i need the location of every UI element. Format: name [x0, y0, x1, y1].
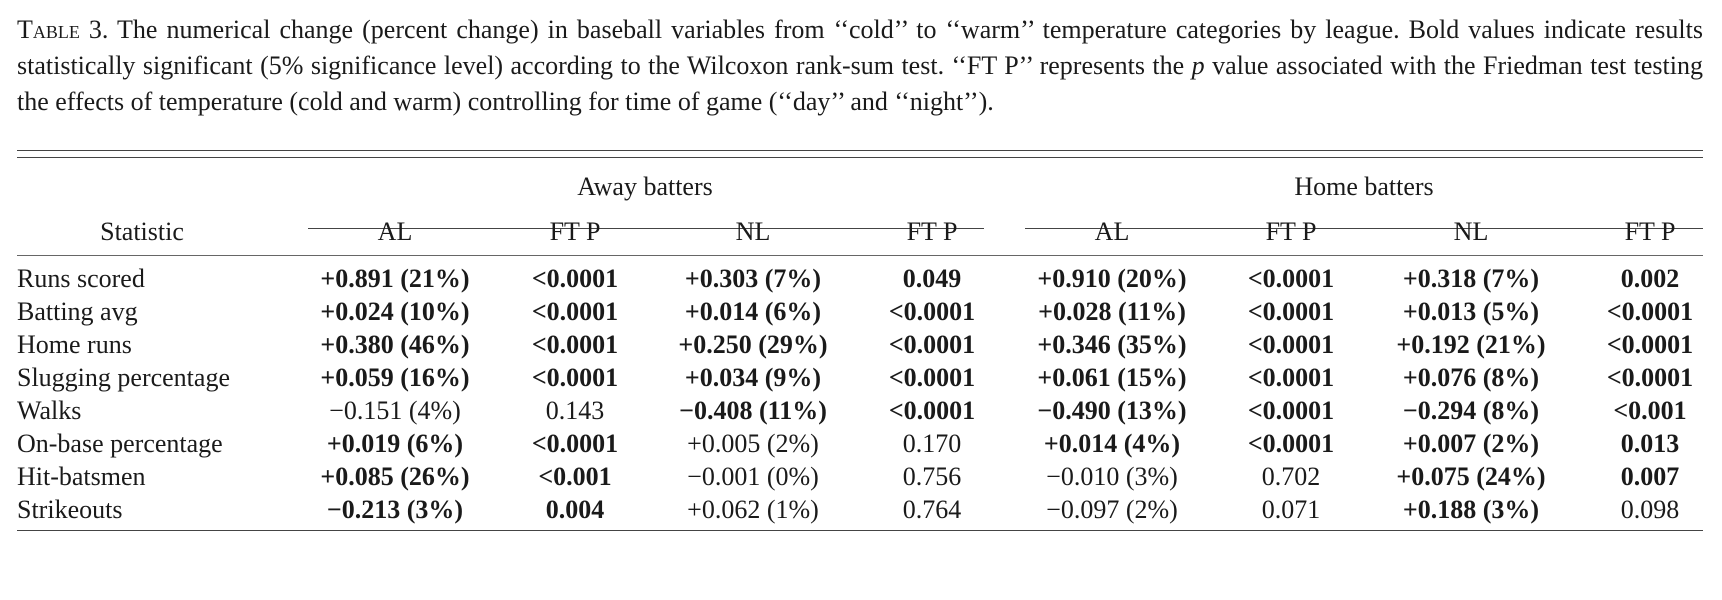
table-cell: −0.010 (3%) [1046, 462, 1178, 491]
row-statistic-label: Runs scored [17, 264, 145, 293]
table-cell: 0.071 [1261, 495, 1321, 524]
table-cell: −0.213 (3%) [326, 495, 464, 524]
header-rule [17, 255, 1703, 256]
table-cell: +0.014 (4%) [1043, 429, 1181, 458]
table-cell: <0.0001 [1606, 330, 1694, 359]
table-cell: <0.0001 [531, 264, 619, 293]
table-cell: 0.702 [1261, 462, 1321, 491]
table-cell: <0.0001 [531, 429, 619, 458]
table-cell: +0.075 (24%) [1396, 462, 1546, 491]
column-header: FT P [549, 217, 601, 246]
group-header-home: Home batters [1294, 172, 1434, 201]
table-cell: +0.062 (1%) [687, 495, 819, 524]
table-cell: +0.318 (7%) [1402, 264, 1540, 293]
table-cell: 0.002 [1620, 264, 1680, 293]
table-cell: +0.034 (9%) [684, 363, 822, 392]
column-header: AL [377, 217, 413, 246]
group-header-away: Away batters [577, 172, 713, 201]
table-cell: <0.0001 [888, 330, 976, 359]
caption-p-symbol: p [1191, 51, 1205, 80]
home-group-rule [1025, 228, 1703, 229]
table-cell: +0.059 (16%) [320, 363, 470, 392]
table-cell: <0.0001 [1247, 264, 1335, 293]
table-cell: +0.007 (2%) [1402, 429, 1540, 458]
table-cell: −0.001 (0%) [687, 462, 819, 491]
table-cell: +0.346 (35%) [1037, 330, 1187, 359]
table-cell: +0.192 (21%) [1396, 330, 1546, 359]
column-header: FT P [1624, 217, 1676, 246]
table-cell: <0.0001 [1247, 297, 1335, 326]
table-cell: +0.380 (46%) [320, 330, 470, 359]
table-cell: 0.764 [902, 495, 962, 524]
row-statistic-label: On-base percentage [17, 429, 223, 458]
table-cell: 0.007 [1620, 462, 1680, 491]
table-cell: <0.001 [538, 462, 612, 491]
column-header: AL [1094, 217, 1130, 246]
row-statistic-label: Home runs [17, 330, 132, 359]
table-cell: 0.170 [902, 429, 962, 458]
row-statistic-label: Slugging percentage [17, 363, 230, 392]
table-cell: <0.0001 [1606, 363, 1694, 392]
table-cell: −0.097 (2%) [1046, 495, 1178, 524]
table-cell: <0.0001 [1247, 396, 1335, 425]
table-cell: +0.303 (7%) [684, 264, 822, 293]
table-cell: −0.490 (13%) [1037, 396, 1187, 425]
top-rule-upper [17, 150, 1703, 151]
table-cell: <0.0001 [1247, 429, 1335, 458]
top-rule-lower [17, 157, 1703, 158]
table-cell: +0.188 (3%) [1402, 495, 1540, 524]
table-cell: +0.076 (8%) [1402, 363, 1540, 392]
table-cell: 0.049 [902, 264, 962, 293]
table-cell: <0.0001 [1247, 363, 1335, 392]
table-cell: −0.294 (8%) [1402, 396, 1540, 425]
caption-text-part-2: value associated with the Friedman test … [17, 51, 1703, 116]
table-cell: +0.024 (10%) [320, 297, 470, 326]
table-cell: +0.014 (6%) [684, 297, 822, 326]
table-caption: Table 3. The numerical change (percent c… [17, 12, 1703, 120]
row-statistic-label: Strikeouts [17, 495, 123, 524]
table-cell: −0.151 (4%) [329, 396, 461, 425]
statistic-column-header: Statistic [100, 217, 184, 246]
table-cell: <0.0001 [1606, 297, 1694, 326]
table-cell: <0.0001 [531, 297, 619, 326]
table-cell: <0.0001 [888, 363, 976, 392]
column-header: NL [1453, 217, 1489, 246]
caption-text-part-1: The numerical change (percent change) in… [17, 15, 1703, 80]
table-cell: 0.004 [545, 495, 605, 524]
column-header: NL [735, 217, 771, 246]
table-cell: +0.085 (26%) [320, 462, 470, 491]
column-header: FT P [906, 217, 958, 246]
table-cell: 0.756 [902, 462, 962, 491]
row-statistic-label: Hit-batsmen [17, 462, 146, 491]
table-cell: 0.098 [1620, 495, 1680, 524]
table-cell: +0.013 (5%) [1402, 297, 1540, 326]
table-cell: 0.143 [545, 396, 605, 425]
bottom-rule [17, 530, 1703, 531]
table-label: Table 3. [17, 15, 109, 44]
table-cell: +0.005 (2%) [687, 429, 819, 458]
table-cell: +0.891 (21%) [320, 264, 470, 293]
table-cell: −0.408 (11%) [679, 396, 827, 425]
away-group-rule [308, 228, 984, 229]
table-cell: <0.0001 [888, 396, 976, 425]
table-cell: <0.0001 [531, 363, 619, 392]
table-cell: +0.061 (15%) [1037, 363, 1187, 392]
table-cell: +0.910 (20%) [1037, 264, 1187, 293]
column-header: FT P [1265, 217, 1317, 246]
table-cell: <0.0001 [531, 330, 619, 359]
table-cell: +0.250 (29%) [678, 330, 828, 359]
table-cell: +0.019 (6%) [326, 429, 464, 458]
table-cell: +0.028 (11%) [1038, 297, 1186, 326]
table-cell: 0.013 [1620, 429, 1680, 458]
row-statistic-label: Batting avg [17, 297, 138, 326]
table-cell: <0.001 [1613, 396, 1687, 425]
table-cell: <0.0001 [1247, 330, 1335, 359]
row-statistic-label: Walks [17, 396, 82, 425]
table-cell: <0.0001 [888, 297, 976, 326]
